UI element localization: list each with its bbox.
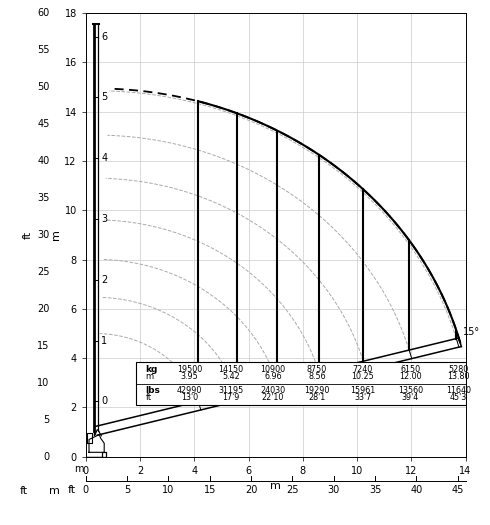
Text: lbs: lbs — [146, 386, 160, 395]
Text: 31195: 31195 — [218, 386, 244, 395]
Text: 5280: 5280 — [448, 365, 469, 374]
Text: 35: 35 — [369, 485, 381, 495]
Text: 13.80: 13.80 — [447, 372, 470, 381]
Text: 25: 25 — [37, 267, 49, 277]
Text: 42990: 42990 — [177, 386, 202, 395]
Text: 11640: 11640 — [446, 386, 471, 395]
Text: ft: ft — [20, 486, 28, 496]
Text: 0: 0 — [101, 396, 107, 406]
Text: 12.00: 12.00 — [399, 372, 422, 381]
Text: 25: 25 — [286, 485, 299, 495]
Text: 6: 6 — [101, 32, 107, 41]
Text: m: m — [51, 229, 61, 240]
Text: ft: ft — [23, 231, 32, 239]
Text: 5: 5 — [101, 92, 107, 102]
Text: 5: 5 — [44, 415, 49, 425]
Text: m: m — [74, 464, 84, 474]
Text: 13'0: 13'0 — [181, 393, 198, 402]
Text: 40: 40 — [410, 485, 422, 495]
Text: 10900: 10900 — [260, 365, 286, 374]
Text: m: m — [146, 372, 153, 381]
Text: 15961: 15961 — [350, 386, 376, 395]
Text: 10: 10 — [37, 378, 49, 388]
Text: 20: 20 — [245, 485, 257, 495]
Text: 28'1: 28'1 — [308, 393, 325, 402]
Text: 45: 45 — [452, 485, 464, 495]
Text: 3: 3 — [101, 214, 107, 224]
Text: ft: ft — [146, 393, 151, 402]
Text: 19290: 19290 — [304, 386, 330, 395]
Text: 10.25: 10.25 — [352, 372, 374, 381]
Text: 17'9: 17'9 — [222, 393, 240, 402]
Text: 3.95: 3.95 — [180, 372, 198, 381]
Text: m: m — [270, 481, 281, 491]
Text: 14150: 14150 — [219, 365, 244, 374]
Text: 15°: 15° — [463, 327, 480, 338]
Text: 45'3: 45'3 — [450, 393, 467, 402]
Text: 10: 10 — [162, 485, 174, 495]
Text: 6.96: 6.96 — [264, 372, 282, 381]
Text: 8.56: 8.56 — [308, 372, 326, 381]
Text: 35: 35 — [37, 193, 49, 203]
Text: 30: 30 — [37, 230, 49, 240]
Text: 50: 50 — [37, 82, 49, 92]
Text: 33'7: 33'7 — [354, 393, 371, 402]
Text: 6150: 6150 — [400, 365, 420, 374]
Text: kg: kg — [146, 365, 158, 374]
Text: 55: 55 — [37, 45, 49, 55]
Text: 19500: 19500 — [177, 365, 202, 374]
Text: 15: 15 — [203, 485, 216, 495]
Text: 20: 20 — [37, 304, 49, 314]
Bar — [136, 362, 466, 405]
Text: 60: 60 — [37, 8, 49, 18]
Text: 4: 4 — [101, 153, 107, 163]
Text: 0: 0 — [83, 485, 89, 495]
Text: 1: 1 — [101, 335, 107, 345]
Text: ft: ft — [68, 485, 76, 495]
Text: 5: 5 — [124, 485, 130, 495]
Text: 39'4: 39'4 — [402, 393, 419, 402]
Text: 45: 45 — [37, 119, 49, 129]
Text: 0: 0 — [44, 452, 49, 462]
Text: m: m — [49, 486, 60, 496]
Text: 7240: 7240 — [353, 365, 373, 374]
Text: 30: 30 — [328, 485, 340, 495]
Text: 40: 40 — [37, 156, 49, 166]
Text: 13560: 13560 — [398, 386, 423, 395]
Text: 15: 15 — [37, 341, 49, 351]
Text: 2: 2 — [101, 275, 107, 285]
Text: 5.42: 5.42 — [222, 372, 240, 381]
Text: 8750: 8750 — [307, 365, 327, 374]
Text: 24030: 24030 — [260, 386, 286, 395]
Text: 22'10: 22'10 — [262, 393, 284, 402]
